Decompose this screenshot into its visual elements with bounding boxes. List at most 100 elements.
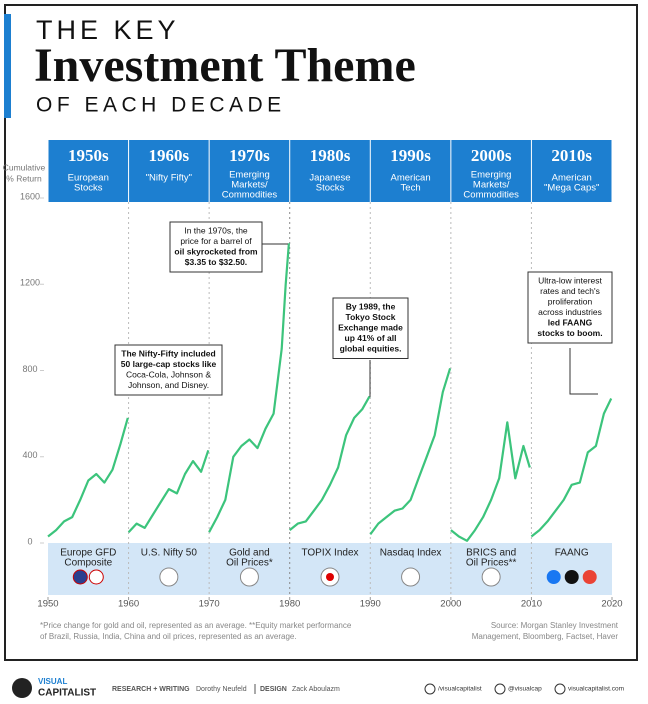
footnote: of Brazil, Russia, India, China and oil … xyxy=(40,632,297,641)
decade-theme: Commodities xyxy=(463,190,519,201)
index-label: Nasdaq Index xyxy=(380,548,442,559)
brand-icon xyxy=(582,570,597,584)
series-line xyxy=(127,449,210,533)
x-tick-label: 1960 xyxy=(118,599,139,610)
y-tick-label: 800 xyxy=(22,364,37,374)
index-label: FAANG xyxy=(555,548,589,559)
index-label: BRICS and xyxy=(466,548,516,559)
decade-label: 1960s xyxy=(149,146,190,165)
social-icon xyxy=(554,683,566,695)
index-label: Oil Prices** xyxy=(466,558,517,569)
annotation-text: In the 1970s, the xyxy=(184,225,248,235)
flag-dot xyxy=(326,573,334,581)
decade-header xyxy=(209,140,290,202)
title-top: THE KEY xyxy=(36,15,180,45)
y-axis-label: Cumulative xyxy=(3,162,46,172)
decade-theme: American xyxy=(391,173,431,184)
decade-header xyxy=(48,140,129,202)
x-tick-label: 1950 xyxy=(37,599,58,610)
annotation-text: Tokyo Stock xyxy=(346,312,396,322)
decade-header xyxy=(531,140,612,202)
annotation-box xyxy=(169,221,263,273)
flag-icon xyxy=(88,569,104,585)
index-icon xyxy=(159,567,179,587)
index-label: TOPIX Index xyxy=(301,548,358,559)
decade-label: 2010s xyxy=(551,146,592,165)
annotation-text: proliferation xyxy=(548,296,593,306)
index-icon xyxy=(239,567,259,587)
decade-header xyxy=(290,140,370,202)
social-icon xyxy=(424,683,436,695)
decade-label: 1950s xyxy=(68,146,109,165)
title-bottom: OF EACH DECADE xyxy=(36,94,286,117)
decade-theme: Emerging xyxy=(471,170,512,181)
decade-header xyxy=(370,140,451,202)
footer-credit: Dorothy Neufeld xyxy=(196,686,247,693)
x-tick-label: 1990 xyxy=(360,599,381,610)
source: Source: Morgan Stanley Investment xyxy=(491,621,619,630)
annotation-text: $3.35 to $32.50. xyxy=(185,257,247,267)
annotation-box xyxy=(527,271,613,344)
title-main: Investment Theme xyxy=(34,39,416,92)
index-label: Oil Prices* xyxy=(226,558,273,569)
x-tick-label: 2020 xyxy=(601,599,622,610)
decade-label: 1990s xyxy=(390,146,431,165)
annotation-box xyxy=(332,297,409,359)
annotation-text: The Nifty-Fifty included xyxy=(121,348,215,358)
annotation-text: Johnson, and Disney. xyxy=(128,380,209,390)
annotation-text: Ultra-low interest xyxy=(538,275,602,285)
y-tick-label: 0 xyxy=(27,536,32,546)
flag-icon xyxy=(72,569,88,585)
brand-icon xyxy=(546,570,561,584)
decade-theme: Stocks xyxy=(316,183,345,194)
decade-theme: Markets/ xyxy=(473,180,510,191)
annotation-text: Exchange made xyxy=(338,322,403,332)
annotation-text: 50 large-cap stocks like xyxy=(121,359,217,369)
brand-icon xyxy=(564,570,579,584)
series-line xyxy=(208,243,290,533)
annotation-box xyxy=(114,344,223,396)
index-icon xyxy=(481,567,501,587)
annotation-text: rates and tech's xyxy=(540,286,600,296)
chart: Cumulative% Return 0 400 800 1200 1600 1950s Eu… xyxy=(3,140,624,699)
index-label: U.S. Nifty 50 xyxy=(141,548,198,559)
decade-theme: Commodities xyxy=(222,190,278,201)
social-handle: visualcapitalist.com xyxy=(568,686,624,693)
series-line xyxy=(530,398,613,538)
decade-theme: Emerging xyxy=(229,170,270,181)
x-tick-label: 2000 xyxy=(440,599,461,610)
accent-bar xyxy=(4,14,11,118)
annotation-text: Coca-Cola, Johnson & xyxy=(126,369,211,379)
footnote: *Price change for gold and oil, represen… xyxy=(40,621,352,630)
index-label: Composite xyxy=(64,558,112,569)
y-tick-label: 400 xyxy=(22,450,37,460)
x-tick-label: 1970 xyxy=(199,599,220,610)
index-label: Europe GFD xyxy=(60,548,116,559)
decade-theme: Markets/ xyxy=(231,180,268,191)
footer-credit: DESIGN xyxy=(260,686,287,693)
series-line xyxy=(369,367,452,536)
source: Management, Bloomberg, Factset, Haver xyxy=(472,632,619,641)
decade-theme: Japanese xyxy=(309,173,350,184)
y-tick-label: 1200 xyxy=(20,278,40,288)
series-line xyxy=(450,421,531,542)
brand-logo xyxy=(12,678,32,698)
index-icon xyxy=(401,567,421,587)
social-handle: @visualcap xyxy=(508,686,542,693)
y-axis-label: % Return xyxy=(6,173,42,183)
decade-header xyxy=(129,140,209,202)
decade-label: 1980s xyxy=(310,146,351,165)
decade-label: 1970s xyxy=(229,146,270,165)
index-label: Gold and xyxy=(229,548,270,559)
social-icon xyxy=(494,683,506,695)
annotation-text: global equities. xyxy=(340,343,402,353)
annotation-text: across industries xyxy=(538,307,602,317)
footer-credit: RESEARCH + WRITING xyxy=(112,686,190,693)
footer-credit: Zack Aboulazm xyxy=(292,686,340,693)
annotation-text: led FAANG xyxy=(548,317,593,327)
decade-header xyxy=(451,140,531,202)
decade-theme: "Mega Caps" xyxy=(544,183,599,194)
social-handle: /visualcapitalist xyxy=(438,686,482,693)
decade-theme: Stocks xyxy=(74,183,103,194)
